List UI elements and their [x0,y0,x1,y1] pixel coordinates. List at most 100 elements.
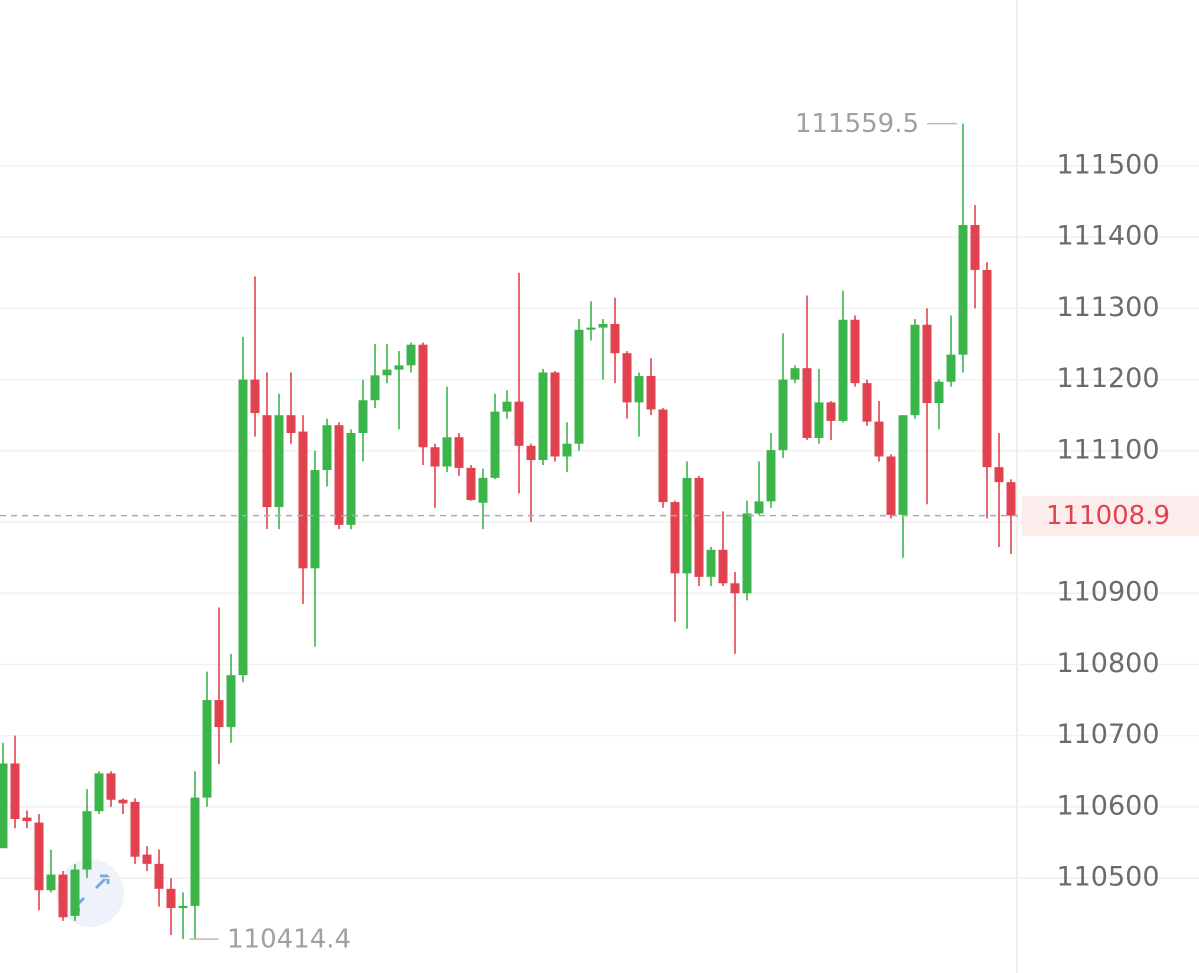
candle-body [502,401,512,412]
candle-body [82,811,92,870]
candle-body [550,372,560,457]
candle-body [874,421,884,457]
candle-body [454,437,464,468]
candle-body [490,411,500,478]
candle-body [70,869,80,916]
candle-body [946,354,956,382]
candle-body [166,888,176,909]
candle-body [106,773,116,800]
candle-body [154,863,164,889]
candle-body [586,327,596,330]
candle-body [130,801,140,857]
candle-body [526,445,536,461]
candle-body [406,344,416,366]
candle-body [370,375,380,401]
candle-body [838,319,848,421]
candle-body [646,376,656,410]
candle-body [334,425,344,525]
candle-body [850,319,860,384]
last-price-label: 111008.9 [1046,501,1170,531]
candle-body [574,329,584,444]
candle-body [706,549,716,577]
candle-body [694,477,704,577]
candle-body [118,799,128,804]
low-label: 110414.4 [227,925,351,955]
candle-body [670,502,680,574]
high-label: 111559.5 [795,109,919,139]
candle-body [322,425,332,471]
y-tick-label: 111500 [1056,149,1159,180]
candle-body [562,443,572,457]
candle-body [238,379,248,676]
candle-body [358,400,368,434]
candle-body [478,477,488,503]
candle-body [394,365,404,370]
candle-body [658,409,668,503]
candle-body [250,379,260,414]
candle-body [910,324,920,416]
candle-body [742,513,752,594]
candle-body [970,225,980,270]
candle-body [622,353,632,403]
y-tick-label: 110800 [1056,648,1159,679]
candle-body [190,797,200,906]
candle-body [862,383,872,422]
candle-body [634,376,644,403]
candle-body [538,372,548,461]
candle-body [382,369,392,376]
candle-body [982,269,992,468]
y-tick-label: 111300 [1056,292,1159,323]
candle-body [214,700,224,728]
candle-body [826,402,836,421]
y-tick-label: 110500 [1056,862,1159,893]
candle-body [442,437,452,467]
candle-body [766,450,776,502]
candle-body [934,381,944,404]
candle-body [610,324,620,354]
candle-body [718,549,728,584]
last-price-box [1022,495,1199,536]
candle-body [514,401,524,446]
candle-body [922,324,932,404]
candle-body [310,470,320,569]
candle-body [346,433,356,525]
candle-body [802,368,812,438]
candle-body [58,874,68,918]
candle-body [274,415,284,508]
candle-body [682,477,692,574]
candle-body [142,854,152,864]
y-tick-label: 110900 [1056,577,1159,608]
candle-body [10,763,20,820]
candle-body [22,817,32,822]
candle-body [262,415,272,508]
y-tick-label: 111200 [1056,363,1159,394]
candle-body [1006,482,1016,516]
candle-body [46,874,56,891]
candle-body [958,225,968,355]
candle-body [598,324,608,328]
candle-body [814,402,824,438]
y-tick-label: 110700 [1056,719,1159,750]
candle-body [94,773,104,812]
candle-body [898,415,908,515]
candle-body [286,415,296,434]
y-tick-label: 111100 [1056,434,1159,465]
candle-body [886,456,896,515]
candle-body [178,905,188,909]
candle-body [994,467,1004,483]
candle-body [430,447,440,467]
candle-body [466,467,476,500]
candle-body [418,344,428,448]
candle-body [0,763,8,849]
candle-body [790,368,800,380]
candle-body [202,700,212,798]
candle-body [778,379,788,451]
y-tick-label: 111400 [1056,221,1159,252]
candle-body [226,675,236,728]
y-tick-label: 110600 [1056,790,1159,821]
candle-body [34,822,44,891]
candle-body [754,501,764,514]
candle-body [730,583,740,594]
